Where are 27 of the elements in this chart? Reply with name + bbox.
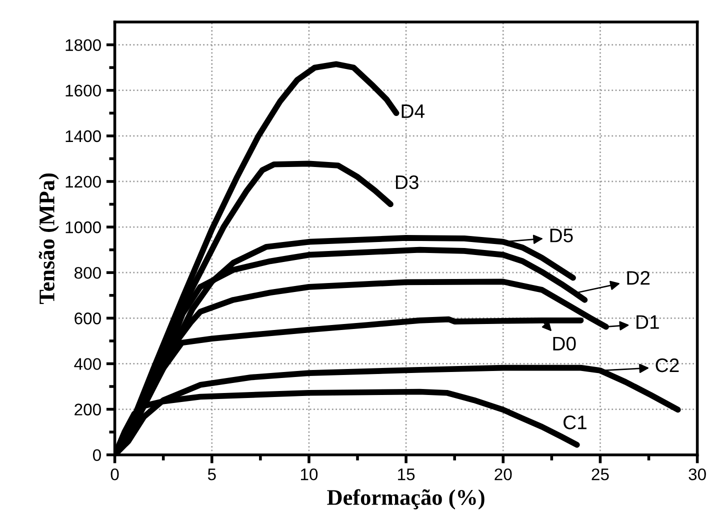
y-tick-label: 1600	[66, 84, 101, 97]
y-tick-label: 1800	[66, 39, 101, 51]
y-axis-title: Tensão (MPa)	[38, 173, 59, 304]
x-tick-label: 25	[592, 468, 609, 480]
y-tick-label: 400	[74, 358, 101, 370]
y-tick-label: 1000	[66, 221, 101, 234]
series-label: C1	[564, 416, 586, 430]
x-tick-label: 5	[208, 468, 216, 480]
x-tick-label: 0	[110, 468, 119, 480]
y-tick-label: 800	[74, 266, 101, 279]
legend-label: C2	[656, 358, 679, 372]
y-tick-label: 1200	[66, 176, 101, 188]
legend-label: D5	[550, 228, 573, 242]
x-tick-label: 30	[688, 468, 706, 480]
series-label: D4	[402, 104, 425, 118]
y-tick-label: 200	[74, 404, 101, 416]
series-label: D0	[553, 336, 576, 351]
x-tick-label: 20	[494, 468, 512, 480]
legend-label: D1	[636, 315, 659, 329]
y-tick-label: 1400	[66, 130, 101, 142]
x-tick-label: 15	[398, 468, 415, 480]
y-tick-label: 600	[74, 312, 101, 324]
y-tick-label: 0	[92, 449, 101, 462]
legend-label: D2	[627, 270, 650, 285]
series-label: D3	[396, 175, 418, 190]
x-tick-label: 10	[300, 468, 318, 480]
x-axis-title: Deformação (%)	[327, 489, 484, 510]
